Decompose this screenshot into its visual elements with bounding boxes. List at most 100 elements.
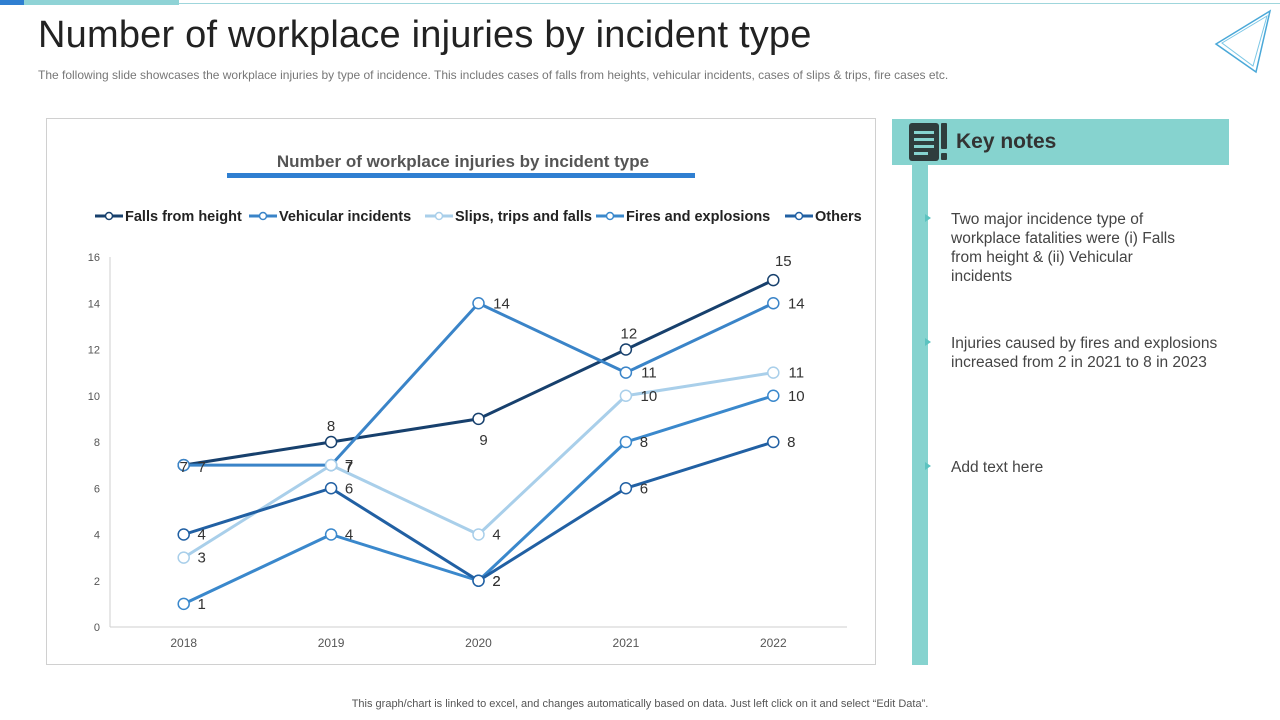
data-point <box>619 389 633 402</box>
legend-marker-icon <box>794 211 804 221</box>
data-label: 6 <box>640 480 648 497</box>
chart-legend[interactable]: Falls from height Vehicular incidents Slip… <box>95 209 862 225</box>
legend-item[interactable]: Fires and explosions <box>596 209 770 225</box>
chart-title-underline <box>227 173 695 178</box>
top-accent-light <box>24 0 179 5</box>
data-label: 10 <box>788 388 805 405</box>
x-tick-label: 2021 <box>613 636 640 650</box>
data-label: 6 <box>345 480 353 497</box>
data-label: 10 <box>641 388 658 405</box>
key-notes-side-bar <box>912 165 928 665</box>
data-point <box>619 482 633 495</box>
data-point <box>472 574 485 587</box>
data-point <box>472 528 485 541</box>
data-point <box>177 597 190 611</box>
data-label: 7 <box>180 459 188 476</box>
data-point <box>619 366 633 379</box>
x-tick-label: 2020 <box>465 636 492 650</box>
chart-title: Number of workplace injuries by incident… <box>277 152 649 171</box>
y-tick-label: 12 <box>88 345 100 357</box>
data-label: 15 <box>775 253 792 270</box>
notes-document-icon <box>909 123 947 161</box>
data-label: 7 <box>345 459 353 476</box>
data-label: 4 <box>492 527 500 544</box>
data-label: 1 <box>198 596 206 613</box>
data-label: 11 <box>789 365 805 382</box>
data-point <box>767 297 780 310</box>
data-point <box>324 458 338 472</box>
data-label: 4 <box>345 527 353 544</box>
data-label: 4 <box>198 527 206 544</box>
top-divider-line <box>0 3 1280 4</box>
key-notes-header: Key notes <box>892 119 1229 165</box>
legend-item[interactable]: Vehicular incidents <box>249 209 411 225</box>
data-label: 7 <box>198 459 206 476</box>
bullet-arrow-icon <box>925 462 931 470</box>
y-tick-label: 10 <box>88 391 100 403</box>
triangle-logo-icon <box>1214 9 1272 74</box>
note-text: Add text here <box>951 459 1044 476</box>
data-label: 11 <box>641 365 657 382</box>
legend-marker-icon <box>434 211 444 221</box>
y-tick-label: 16 <box>88 252 100 264</box>
x-tick-label: 2019 <box>318 636 345 650</box>
x-axis: 2018 2019 2020 2021 2022 <box>110 626 847 650</box>
legend-label: Vehicular incidents <box>279 209 411 225</box>
legend-item[interactable]: Slips, trips and falls <box>425 209 592 225</box>
y-tick-label: 6 <box>94 483 100 495</box>
data-label: 2 <box>492 573 500 590</box>
legend-label: Slips, trips and falls <box>455 209 592 225</box>
data-label: 8 <box>327 418 335 435</box>
page-title: Number of workplace injuries by incident… <box>38 14 812 56</box>
footer-note: This graph/chart is linked to excel, and… <box>351 698 929 710</box>
data-point <box>619 343 633 356</box>
note-text: Two major incidence type of workplace fa… <box>951 211 1175 285</box>
legend-marker-icon <box>258 211 268 221</box>
data-label: 7 <box>345 457 353 474</box>
series-line <box>183 440 774 583</box>
bullet-arrow-icon <box>925 338 931 346</box>
data-point <box>767 389 780 402</box>
data-label: 14 <box>788 295 805 312</box>
line-chart: Number of workplace injuries by incident… <box>88 152 862 650</box>
bullet-arrow-icon <box>925 214 931 222</box>
legend-item[interactable]: Falls from height <box>95 209 242 225</box>
data-point <box>324 528 338 541</box>
data-point <box>177 458 190 472</box>
y-axis: 0 2 4 6 8 10 12 14 16 <box>88 252 111 634</box>
legend-marker-icon <box>605 211 615 221</box>
y-tick-label: 4 <box>94 530 100 542</box>
chart-container[interactable]: Number of workplace injuries by incident… <box>46 118 876 665</box>
legend-label: Falls from height <box>125 209 242 225</box>
data-point <box>177 551 190 564</box>
legend-item[interactable]: Others <box>785 209 862 225</box>
data-point <box>472 297 485 310</box>
data-point <box>767 273 780 287</box>
data-label: 3 <box>198 550 206 567</box>
data-point <box>767 366 780 379</box>
y-tick-label: 2 <box>94 576 100 588</box>
data-label: 12 <box>621 326 638 343</box>
x-tick-label: 2022 <box>760 636 787 650</box>
data-label: 8 <box>787 434 795 451</box>
data-point <box>472 412 485 426</box>
data-point <box>767 435 780 449</box>
data-label: 8 <box>640 434 648 451</box>
data-label: 9 <box>479 432 487 449</box>
legend-marker-icon <box>104 211 114 221</box>
data-label: 2 <box>492 573 500 590</box>
y-tick-label: 8 <box>94 437 100 449</box>
legend-label: Fires and explosions <box>626 209 770 225</box>
y-tick-label: 0 <box>94 622 100 634</box>
series-line <box>183 394 774 606</box>
top-accent-dark <box>0 0 24 5</box>
data-point <box>324 482 338 495</box>
note-text: Injuries caused by fires and explosions … <box>951 335 1218 371</box>
x-tick-label: 2018 <box>170 636 197 650</box>
page-subtitle: The following slide showcases the workpl… <box>38 68 949 82</box>
data-point <box>619 435 633 449</box>
legend-label: Others <box>815 209 862 225</box>
key-notes-title: Key notes <box>956 130 1057 153</box>
series-points <box>177 273 780 611</box>
